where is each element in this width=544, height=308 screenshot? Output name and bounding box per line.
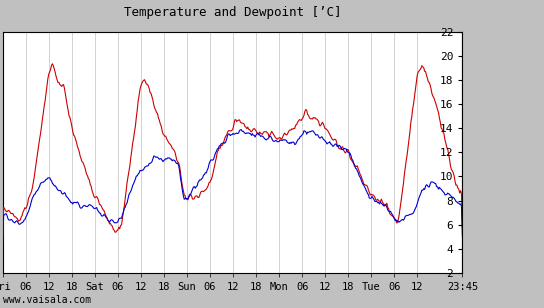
Text: www.vaisala.com: www.vaisala.com bbox=[3, 295, 91, 305]
Text: Temperature and Dewpoint [’C]: Temperature and Dewpoint [’C] bbox=[124, 6, 341, 19]
